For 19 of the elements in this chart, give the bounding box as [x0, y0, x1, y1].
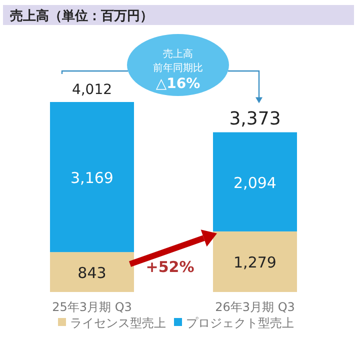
- text: △16%: [156, 76, 200, 92]
- total-label: 3,373: [229, 108, 281, 130]
- text: 前年同期比: [153, 62, 203, 74]
- chart-title: 売上高（単位：百万円）: [10, 8, 153, 24]
- bar: [50, 102, 134, 252]
- legend-label: プロジェクト型売上: [186, 316, 294, 330]
- bar: [213, 231, 297, 292]
- data-label: 843: [78, 264, 106, 282]
- data-label: 2,094: [234, 174, 276, 192]
- annotation: +52%: [146, 258, 194, 276]
- legend-label: ライセンス型売上: [70, 316, 166, 330]
- total-label: 4,012: [72, 82, 112, 98]
- bar: [213, 132, 297, 232]
- data-label: 1,279: [234, 254, 276, 272]
- data-label: 3,169: [70, 169, 114, 188]
- bar: [50, 252, 134, 292]
- text: 売上高: [163, 48, 193, 60]
- x-tick-label: 26年3月期 Q3: [215, 300, 295, 314]
- x-tick-label: 25年3月期 Q3: [52, 300, 132, 314]
